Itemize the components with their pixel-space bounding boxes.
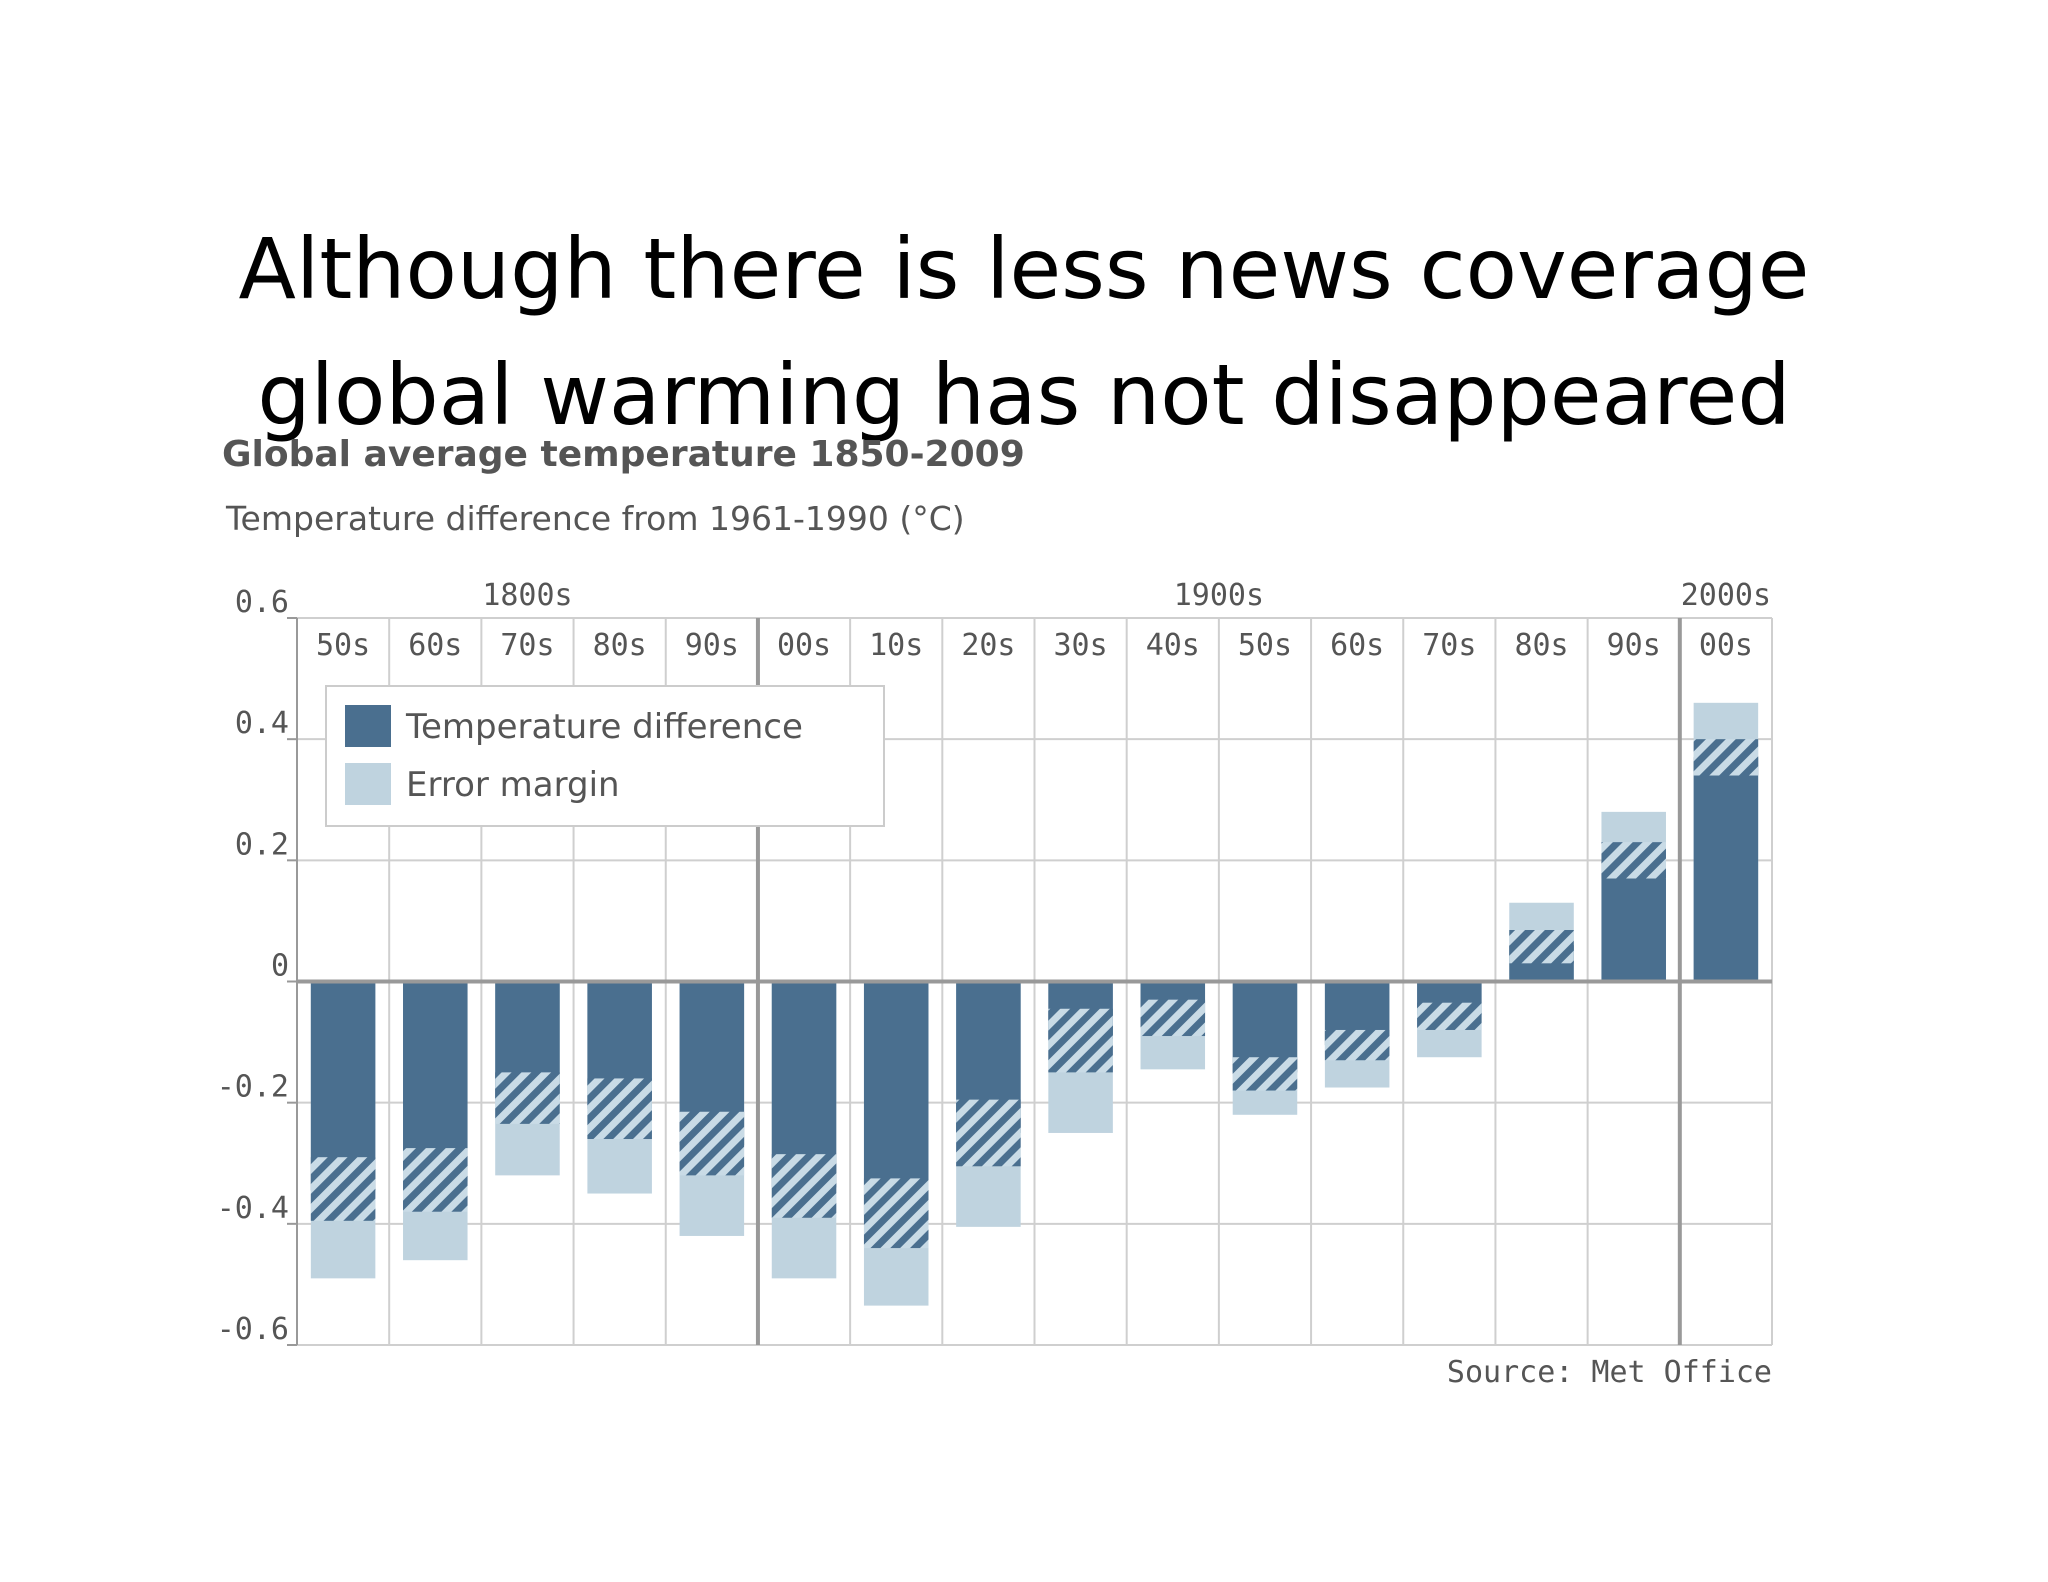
decade-label: 40s xyxy=(1146,628,1200,663)
decade-label: 50s xyxy=(316,628,370,663)
slide-title-line-1: Although there is less news coverage xyxy=(238,220,1810,319)
legend-box xyxy=(325,685,885,827)
century-label: 1900s xyxy=(1174,578,1264,613)
y-tick-label: 0.6 xyxy=(235,585,289,620)
century-label: 2000s xyxy=(1681,578,1771,613)
temperature-bar xyxy=(1693,757,1759,982)
slide-title-line-2: global warming has not disappeared xyxy=(257,346,1791,445)
y-tick-label: 0 xyxy=(271,949,289,984)
legend-swatch-error-margin xyxy=(345,763,391,805)
uncertainty-hatch xyxy=(1693,739,1759,776)
uncertainty-hatch xyxy=(310,1157,376,1221)
y-tick-label: 0.2 xyxy=(235,827,289,862)
uncertainty-hatch xyxy=(1140,999,1206,1037)
legend: Temperature difference Error margin xyxy=(325,685,885,827)
temperature-bar xyxy=(863,981,929,1215)
decade-label: 90s xyxy=(1607,628,1661,663)
legend-swatch-temperature-difference xyxy=(345,705,391,747)
y-tick-label: -0.2 xyxy=(217,1070,289,1105)
decade-label: 50s xyxy=(1238,628,1292,663)
slide-title: Although there is less news coverage glo… xyxy=(0,206,2048,458)
y-tick-label: 0.4 xyxy=(235,706,289,741)
chart-title: Global average temperature 1850-2009 xyxy=(222,434,1025,475)
legend-label-error-margin: Error margin xyxy=(406,765,620,805)
y-tick-label: -0.4 xyxy=(217,1191,289,1226)
uncertainty-hatch xyxy=(1509,930,1574,964)
y-tick-label: -0.6 xyxy=(217,1312,289,1347)
uncertainty-hatch xyxy=(403,1148,468,1212)
chart-subtitle: Temperature difference from 1961-1990 (°… xyxy=(225,499,965,538)
uncertainty-hatch xyxy=(1048,1008,1113,1073)
decade-label: 70s xyxy=(500,628,554,663)
uncertainty-hatch xyxy=(771,1154,837,1218)
temperature-bar xyxy=(771,981,837,1188)
decade-label: 70s xyxy=(1422,628,1476,663)
decade-label: 80s xyxy=(593,628,647,663)
decade-label: 00s xyxy=(1699,628,1753,663)
century-label: 1800s xyxy=(482,578,572,613)
decade-label: 10s xyxy=(869,628,923,663)
decade-label: 00s xyxy=(777,628,831,663)
decade-label: 90s xyxy=(685,628,739,663)
decade-label: 30s xyxy=(1054,628,1108,663)
plot-area: 0.6 0.4 0.2 0 -0.2 -0.4 -0.6 50s 60s 70s 80s 90s 00s… xyxy=(217,578,1773,1347)
decade-label: 60s xyxy=(408,628,462,663)
decade-label: 20s xyxy=(961,628,1015,663)
uncertainty-hatch xyxy=(495,1072,560,1124)
uncertainty-hatch xyxy=(1324,1029,1390,1061)
uncertainty-hatch xyxy=(1417,1002,1482,1030)
temperature-bar xyxy=(310,981,376,1191)
uncertainty-hatch xyxy=(863,1178,929,1249)
uncertainty-hatch xyxy=(956,1099,1021,1167)
uncertainty-hatch xyxy=(1601,842,1666,879)
decade-label: 60s xyxy=(1330,628,1384,663)
uncertainty-hatch xyxy=(679,1111,745,1176)
source-note: Source: Met Office xyxy=(1447,1355,1772,1390)
uncertainty-hatch xyxy=(587,1078,652,1140)
temperature-bar xyxy=(1601,860,1666,982)
legend-label-temperature-difference: Temperature difference xyxy=(405,707,803,747)
uncertainty-hatch xyxy=(1232,1057,1298,1091)
decade-label: 80s xyxy=(1514,628,1568,663)
